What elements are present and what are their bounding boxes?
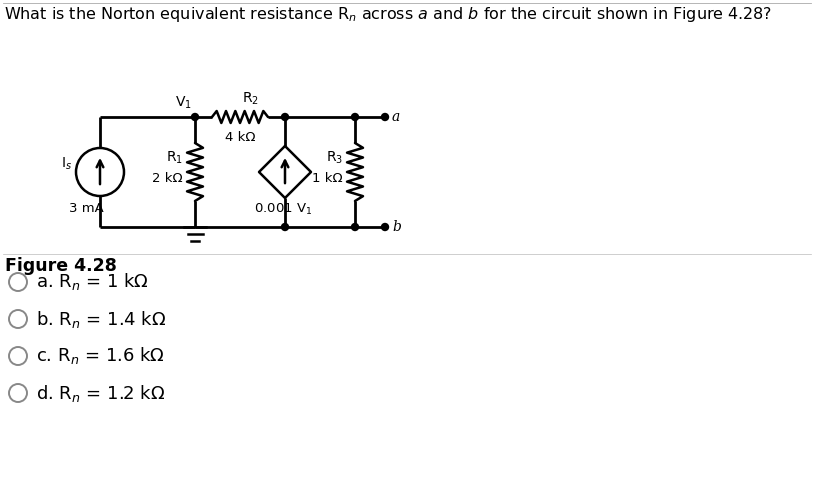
Text: 0.001 V$_1$: 0.001 V$_1$ — [254, 202, 312, 217]
Text: a. R$_n$ = 1 kΩ: a. R$_n$ = 1 kΩ — [36, 271, 149, 293]
Text: b. R$_n$ = 1.4 kΩ: b. R$_n$ = 1.4 kΩ — [36, 308, 166, 330]
Text: 3 mA: 3 mA — [68, 202, 103, 215]
Circle shape — [191, 113, 199, 120]
Circle shape — [382, 113, 388, 120]
Text: R$_3$: R$_3$ — [326, 150, 343, 166]
Text: a: a — [392, 110, 400, 124]
Text: d. R$_n$ = 1.2 kΩ: d. R$_n$ = 1.2 kΩ — [36, 382, 165, 404]
Text: b: b — [392, 220, 400, 234]
Text: I$_s$: I$_s$ — [61, 156, 72, 172]
Text: 1 kΩ: 1 kΩ — [313, 171, 343, 185]
Circle shape — [282, 113, 288, 120]
Text: c. R$_n$ = 1.6 kΩ: c. R$_n$ = 1.6 kΩ — [36, 345, 164, 367]
Circle shape — [382, 224, 388, 230]
Text: What is the Norton equivalent resistance R$_n$ across $a$ and $b$ for the circui: What is the Norton equivalent resistance… — [4, 5, 772, 24]
Text: 2 kΩ: 2 kΩ — [152, 171, 183, 185]
Text: Figure 4.28: Figure 4.28 — [5, 257, 117, 275]
Circle shape — [282, 224, 288, 230]
Circle shape — [352, 113, 358, 120]
Text: R$_2$: R$_2$ — [242, 91, 259, 107]
Circle shape — [352, 224, 358, 230]
Text: R$_1$: R$_1$ — [166, 150, 183, 166]
Text: 4 kΩ: 4 kΩ — [225, 131, 256, 144]
Text: V$_1$: V$_1$ — [175, 94, 192, 111]
